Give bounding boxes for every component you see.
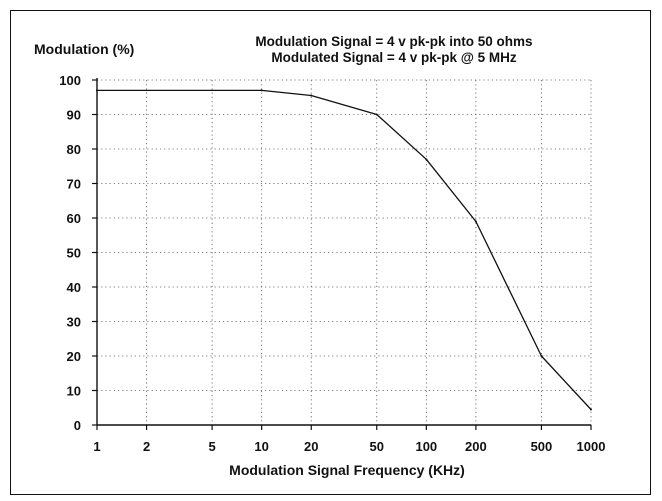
chart-frame <box>10 10 651 495</box>
x-tick-label: 1000 <box>577 439 606 454</box>
x-axis-label: Modulation Signal Frequency (KHz) <box>229 462 465 478</box>
data-point <box>474 220 477 223</box>
x-tick-label: 50 <box>370 439 384 454</box>
x-tick-label: 1 <box>93 439 100 454</box>
data-point <box>96 89 98 92</box>
y-tick-label: 40 <box>67 280 81 295</box>
y-tick-label: 30 <box>67 315 81 330</box>
x-tick-label: 100 <box>415 439 437 454</box>
y-tick-label: 90 <box>67 108 81 123</box>
y-tick-label: 100 <box>59 73 81 88</box>
data-point <box>590 408 592 411</box>
data-point <box>310 94 313 97</box>
chart-title-line-2: Modulated Signal = 4 v pk-pk @ 5 MHz <box>271 50 517 65</box>
y-tick-label: 80 <box>67 142 81 157</box>
data-point <box>375 113 378 116</box>
chart-title-line-1: Modulation Signal = 4 v pk-pk into 50 oh… <box>255 34 532 49</box>
y-tick-label: 70 <box>67 177 81 192</box>
series-line <box>97 89 592 410</box>
x-tick-label: 20 <box>304 439 318 454</box>
y-tick-label: 20 <box>67 349 81 364</box>
x-tick-label: 500 <box>531 439 553 454</box>
x-tick-label: 10 <box>254 439 268 454</box>
y-tick-label: 60 <box>67 211 81 226</box>
x-tick-label: 5 <box>208 439 215 454</box>
data-point <box>425 158 428 161</box>
x-tick-label: 200 <box>465 439 487 454</box>
y-axis-label: Modulation (%) <box>34 41 134 57</box>
tick-labels: 0 10 20 30 40 50 60 70 80 90 100 1 2 5 10 20 50 100 200 500… <box>59 73 605 454</box>
series <box>96 89 592 411</box>
y-tick-label: 50 <box>67 246 81 261</box>
axes <box>92 78 592 430</box>
data-point <box>540 355 543 357</box>
grid <box>96 79 592 425</box>
y-tick-label: 10 <box>67 384 81 399</box>
y-tick-label: 0 <box>74 418 81 433</box>
data-point <box>260 89 263 92</box>
x-tick-label: 2 <box>143 439 150 454</box>
